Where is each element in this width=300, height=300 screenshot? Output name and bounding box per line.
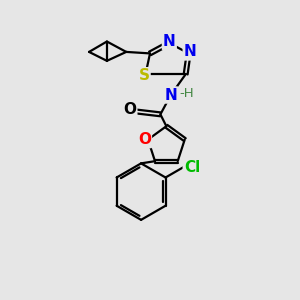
Text: -H: -H bbox=[179, 87, 194, 100]
Text: N: N bbox=[184, 44, 196, 59]
Text: N: N bbox=[164, 88, 177, 103]
Text: O: O bbox=[123, 102, 136, 117]
Text: O: O bbox=[138, 132, 151, 147]
Text: S: S bbox=[139, 68, 150, 83]
Text: N: N bbox=[163, 34, 176, 49]
Text: Cl: Cl bbox=[184, 160, 200, 175]
